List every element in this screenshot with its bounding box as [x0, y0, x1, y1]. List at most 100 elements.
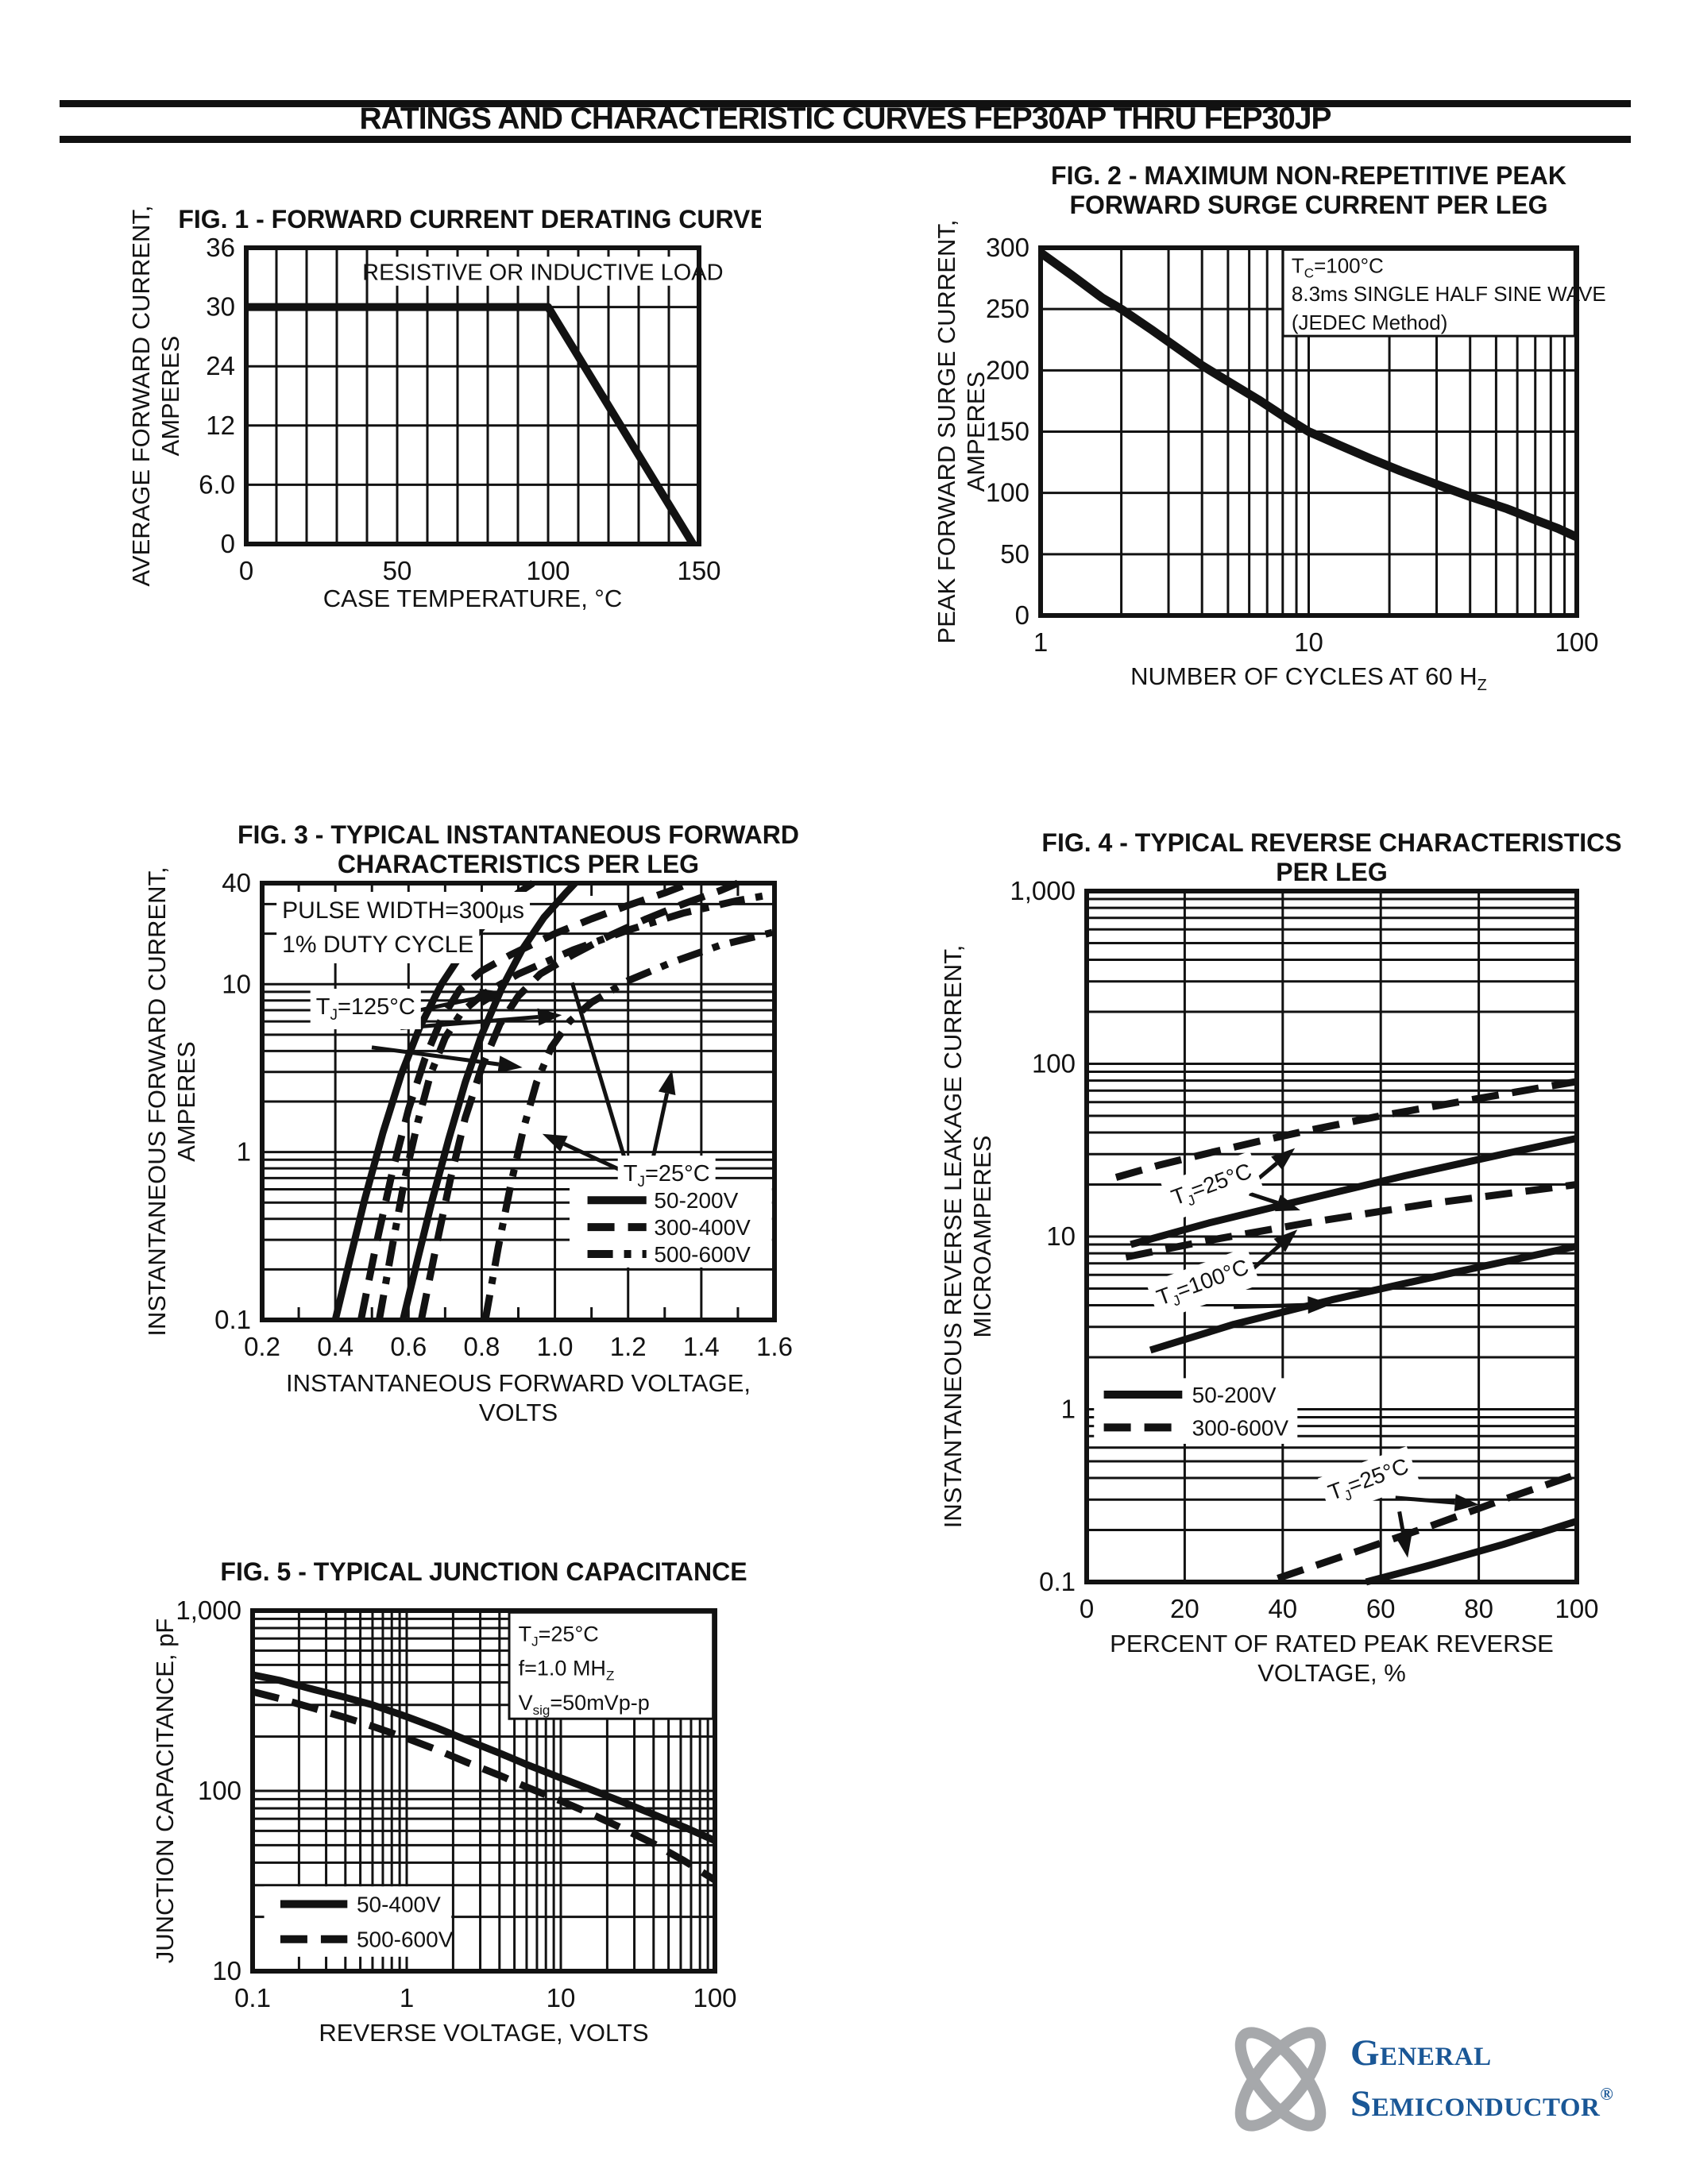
fig1-xtick-label: 0: [239, 556, 253, 585]
fig3-xtick-label: 1.4: [683, 1332, 720, 1361]
fig4-series: [1114, 1078, 1578, 1586]
fig3-ytick-label: 1: [237, 1137, 251, 1167]
fig1-xtick-label: 150: [677, 556, 720, 585]
header-rule-bottom: [60, 136, 1631, 143]
fig3-arrowhead-icon: [479, 988, 505, 1006]
fig5-x-axis-label: REVERSE VOLTAGE, VOLTS: [319, 2019, 648, 2047]
fig3-annotation-arrow: [562, 1142, 621, 1172]
fig3-curve-tj125-300-400v: [357, 879, 692, 1321]
fig3-curve-tj25-500-600v: [481, 928, 776, 1321]
fig3-xtick-label: 0.2: [244, 1332, 280, 1361]
fig2-ytick-label: 150: [986, 417, 1029, 446]
fig3-arrowhead-icon: [497, 1055, 523, 1074]
fig5-legend-label: 50-400V: [357, 1892, 441, 1916]
fig4-arrowhead-icon: [1273, 1229, 1298, 1252]
fig4-xtick-label: 40: [1268, 1594, 1297, 1623]
fig3-y-axis-label: AMPERES: [172, 1041, 200, 1162]
fig3-xtick-label: 0.8: [463, 1332, 500, 1361]
fig4-legend-bg: [1094, 1378, 1298, 1444]
fig4-ytick-label: 1: [1061, 1395, 1076, 1424]
fig1-annotation-box: [388, 257, 697, 286]
fig5-annotation-label: Vsig=50mVp-p: [519, 1691, 650, 1718]
fig3-xtick-label: 1.0: [537, 1332, 574, 1361]
fig2-y-axis-label: PEAK FORWARD SURGE CURRENT,: [933, 220, 960, 644]
fig1-y-axis-label: AMPERES: [156, 336, 184, 457]
fig5-annotation-box: [508, 1611, 715, 1720]
fig3-x-axis-label: INSTANTANEOUS FORWARD VOLTAGE,: [286, 1369, 751, 1397]
fig3-annotation-arrow: [570, 982, 629, 1167]
fig3-title: CHARACTERISTICS PER LEG: [338, 850, 699, 878]
fig5-ytick-label: 100: [198, 1776, 241, 1805]
fig3-annotation-label: TJ=125°C: [316, 994, 415, 1024]
fig2-title: FIG. 2 - MAXIMUM NON-REPETITIVE PEAK: [1051, 161, 1566, 190]
fig4-arrowhead-icon: [1454, 1494, 1479, 1512]
fig5-curve-cj-500-600v: [251, 1688, 717, 1884]
fig1-plot-border: [244, 245, 701, 546]
fig5-svg: TJ=25°C f=1.0 MHZ Vsig=50mVp-p 50-400V 500-6…: [151, 1557, 747, 2047]
fig5-annotation-label: f=1.0 MHZ: [519, 1657, 615, 1684]
fig1-ytick-label: 24: [206, 351, 235, 380]
fig3-annotation-label: PULSE WIDTH=300µs: [282, 897, 524, 924]
fig1-curve-derating-curve: [246, 303, 697, 546]
fig1-title: FIG. 1 - FORWARD CURRENT DERATING CURVE: [178, 205, 761, 233]
fig1-xtick-label: 100: [526, 556, 570, 585]
fig5-xtick-label: 10: [547, 1983, 576, 2012]
general-semiconductor-logo: General Semiconductor®: [1214, 2016, 1613, 2141]
fig3-annotation-label: 1% DUTY CYCLE: [282, 932, 473, 958]
fig3-plot-border: [260, 881, 777, 1322]
fig3-arrowhead-icon: [658, 1070, 676, 1096]
fig4-xtick-label: 20: [1170, 1594, 1199, 1623]
fig3-curve-tj125-500-600v: [375, 890, 775, 1321]
fig3-legend-label: 300-400V: [654, 1215, 751, 1240]
fig3-y-axis-label: INSTANTANEOUS FORWARD CURRENT,: [143, 866, 171, 1336]
logo-line-semiconductor: Semiconductor®: [1350, 2082, 1613, 2124]
fig3-annotation-arrow: [400, 1015, 539, 1031]
fig5-junction-capacitance-chart: TJ=25°C f=1.0 MHZ Vsig=50mVp-p 50-400V 500-6…: [118, 1543, 789, 2083]
registered-mark: ®: [1600, 2083, 1613, 2104]
fig5-grid: [253, 1611, 715, 1971]
fig4-xtick-label: 60: [1366, 1594, 1396, 1623]
fig2-ytick-label: 50: [1000, 539, 1029, 569]
fig3-annotation-arrow: [371, 1045, 500, 1067]
fig3-annotation-label: TJ=25°C: [624, 1161, 710, 1190]
fig4-ytick-label: 100: [1032, 1049, 1076, 1078]
fig3-xtick-label: 1.6: [756, 1332, 793, 1361]
fig4-legend-label: 50-200V: [1192, 1383, 1277, 1407]
fig2-ytick-label: 0: [1015, 600, 1029, 630]
fig4-xtick-label: 80: [1464, 1594, 1493, 1623]
fig1-ytick-label: 30: [206, 292, 235, 322]
fig4-annotation-label-bg: [1161, 1151, 1264, 1221]
fig3-annotation-label-bg: [276, 892, 531, 929]
fig1-ytick-label: 0: [221, 529, 235, 558]
fig5-ytick-label: 1,000: [176, 1596, 241, 1625]
fig5-annotation-label: TJ=25°C: [519, 1623, 599, 1650]
fig5-legend-bg: [264, 1886, 452, 1957]
fig2-xtick-label: 1: [1033, 627, 1048, 657]
fig4-annotation-arrow: [1395, 1495, 1455, 1505]
fig3-svg: PULSE WIDTH=300µs 1% DUTY CYCLE TJ=125°C TJ…: [143, 820, 799, 1426]
fig5-curve-cj-50-400v: [252, 1671, 717, 1844]
fig4-reverse-characteristics-chart: TJ=25°C TJ=100°C TJ=25°C 50-200V 300-600V 0 20…: [896, 820, 1663, 1694]
fig2-xtick-label: 100: [1555, 627, 1598, 657]
fig1-grid: [246, 248, 699, 544]
fig3-x-axis-label: VOLTS: [479, 1399, 558, 1426]
fig3-ytick-label: 0.1: [214, 1305, 251, 1334]
fig2-xtick-label: 10: [1294, 627, 1323, 657]
fig5-plot-border: [250, 1608, 717, 1974]
fig4-legend-label: 300-600V: [1192, 1415, 1289, 1440]
fig3-annotation-label-bg: [310, 989, 421, 1029]
fig1-svg: RESISTIVE OR INDUCTIVE LOAD 0 50 100 150 0 6.0…: [127, 205, 767, 612]
fig4-title: FIG. 4 - TYPICAL REVERSE CHARACTERISTICS: [1041, 828, 1621, 857]
fig2-annotation-box: [1281, 248, 1576, 338]
fig2-series: [1037, 249, 1579, 542]
fig4-y-axis-label: INSTANTANEOUS REVERSE LEAKAGE CURRENT,: [939, 945, 967, 1528]
fig4-y-axis-label: MICROAMPERES: [968, 1136, 996, 1338]
logo-rings-icon: [1234, 2027, 1327, 2132]
fig5-ytick-label: 10: [212, 1956, 241, 1985]
fig4-curve-tj100-300-600v: [1125, 1181, 1578, 1261]
fig2-ytick-label: 250: [986, 294, 1029, 323]
fig3-legend-label: 500-600V: [654, 1242, 751, 1267]
fig2-title: FORWARD SURGE CURRENT PER LEG: [1069, 191, 1547, 219]
